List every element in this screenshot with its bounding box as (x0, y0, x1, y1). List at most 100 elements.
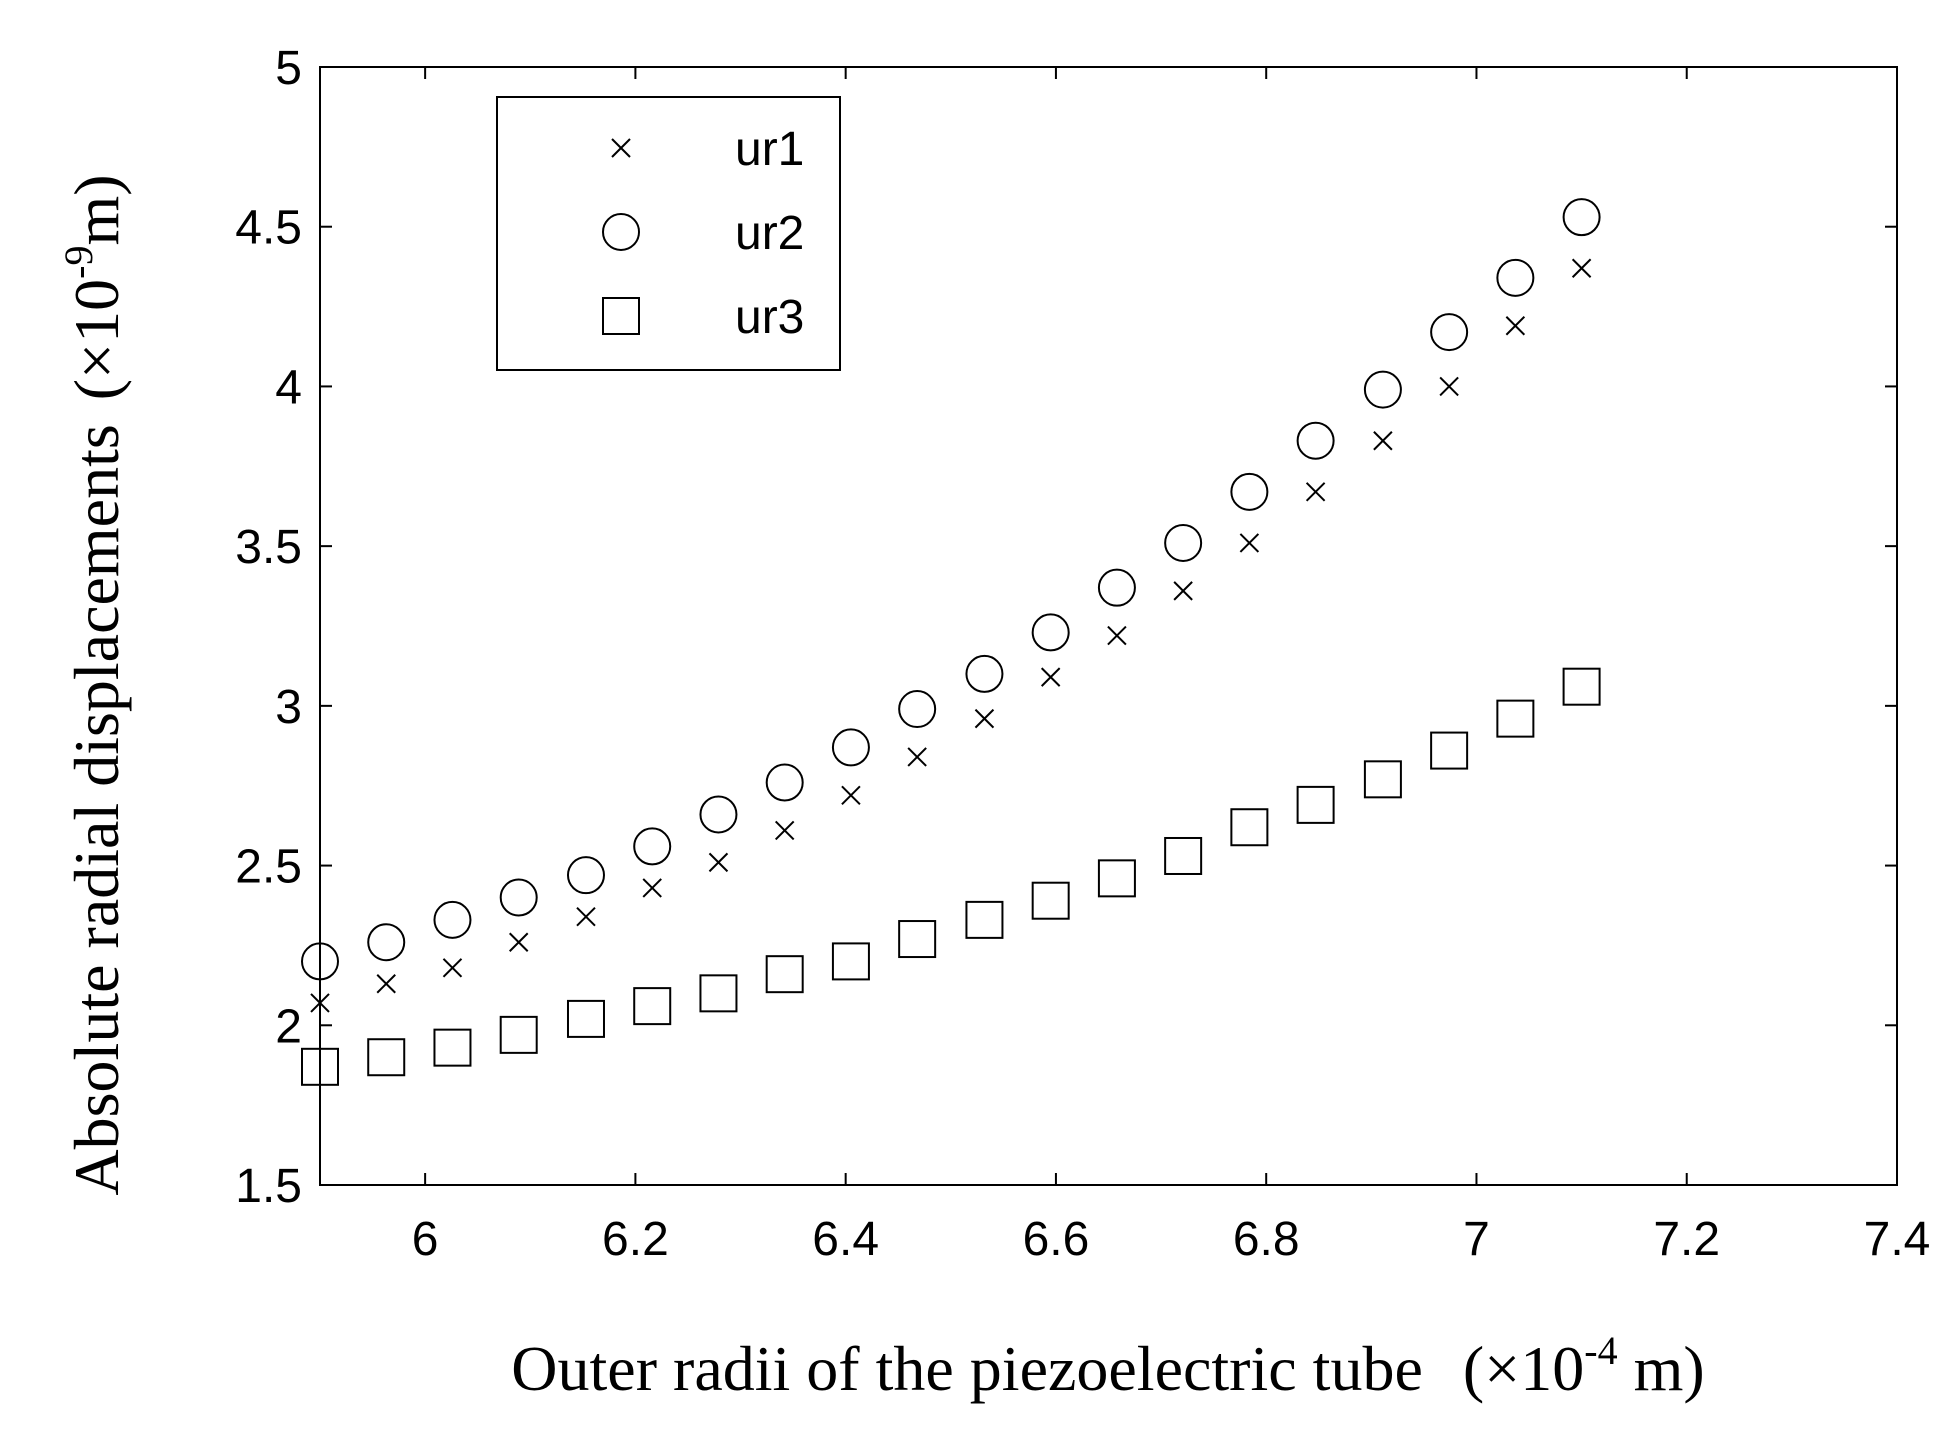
legend-marker-ur3 (602, 297, 640, 335)
data-point-ur2 (831, 728, 870, 767)
x-tick-label: 6.8 (1233, 1213, 1300, 1266)
data-point-ur2 (1164, 523, 1203, 562)
data-point-ur2 (1031, 613, 1070, 652)
x-axis-unit-open: (×10 (1463, 1333, 1584, 1404)
series-ur1 (310, 258, 1592, 1013)
data-point-ur2 (965, 654, 1004, 693)
data-point-ur1 (508, 932, 529, 952)
legend-label-ur2: ur2 (735, 207, 804, 260)
data-point-ur1 (841, 785, 861, 806)
y-axis-unit-exponent: -9 (56, 246, 101, 279)
data-point-ur3 (1496, 699, 1535, 738)
data-point-ur1 (1040, 667, 1061, 687)
legend-marker-ur2 (602, 213, 640, 251)
data-point-ur2 (633, 827, 672, 866)
data-point-ur3 (499, 1015, 538, 1054)
y-tick-label: 3 (275, 681, 302, 734)
y-tick-label: 2.5 (235, 841, 302, 894)
data-point-ur1 (774, 820, 795, 841)
legend-box (496, 96, 841, 371)
axis-ticks (320, 66, 1898, 1186)
x-tick-label: 6.4 (812, 1213, 879, 1266)
data-point-ur3 (1164, 836, 1203, 875)
data-point-ur1 (376, 974, 396, 994)
x-tick-label: 6 (412, 1213, 439, 1266)
y-axis-unit-close: m) (61, 174, 132, 245)
data-point-ur3 (965, 900, 1004, 939)
x-tick-label: 7 (1463, 1213, 1490, 1266)
x-axis-unit-close: m) (1618, 1333, 1705, 1404)
data-point-ur1 (442, 958, 463, 978)
plot-area-frame (319, 66, 1898, 1186)
x-axis-title: Outer radii of the piezoelectric tube (×1… (511, 1328, 1704, 1404)
data-point-ur2 (566, 856, 605, 895)
data-point-ur3 (566, 999, 605, 1038)
data-point-ur2 (1097, 568, 1136, 607)
data-point-ur2 (433, 900, 472, 939)
data-point-ur2 (1296, 421, 1335, 460)
data-point-ur2 (367, 923, 406, 962)
data-point-ur2 (1562, 198, 1601, 237)
data-point-ur2 (1230, 472, 1269, 511)
series-ur3 (301, 667, 1601, 1086)
x-tick-label: 7.2 (1653, 1213, 1720, 1266)
data-point-ur2 (1363, 370, 1402, 409)
data-point-ur2 (1496, 258, 1535, 297)
data-point-ur2 (699, 795, 738, 834)
legend-label-ur1: ur1 (735, 123, 804, 176)
data-point-ur1 (1439, 376, 1459, 397)
data-point-ur3 (433, 1028, 472, 1067)
x-axis-unit-exponent: -4 (1584, 1328, 1617, 1373)
series-ur2 (301, 198, 1601, 981)
data-point-ur3 (633, 987, 672, 1026)
data-point-ur3 (1031, 881, 1070, 920)
y-tick-label: 1.5 (235, 1160, 302, 1213)
y-tick-label: 4 (275, 361, 302, 414)
data-point-ur2 (499, 878, 538, 917)
data-point-ur1 (642, 878, 662, 898)
legend-markers (602, 138, 640, 335)
data-point-ur1 (907, 747, 927, 767)
data-point-ur1 (1571, 258, 1592, 278)
data-point-ur2 (1430, 313, 1469, 352)
data-point-ur3 (699, 974, 738, 1013)
data-point-ur1 (1505, 316, 1526, 336)
data-point-ur1 (310, 993, 330, 1013)
data-point-ur2 (765, 763, 804, 802)
y-axis-title: Absolute radial displacements (×10-9m) (56, 174, 132, 1195)
data-point-ur3 (1296, 785, 1335, 824)
data-point-ur1 (1173, 581, 1193, 601)
data-point-ur3 (765, 955, 804, 994)
y-tick-label: 4.5 (235, 202, 302, 255)
data-point-ur2 (301, 942, 339, 981)
y-tick-label: 3.5 (235, 521, 302, 574)
x-tick-label: 6.6 (1023, 1213, 1090, 1266)
data-marks (301, 198, 1601, 1086)
data-point-ur3 (367, 1038, 406, 1077)
data-point-ur3 (1363, 760, 1402, 799)
x-axis-title-text: Outer radii of the piezoelectric tube (511, 1333, 1423, 1404)
legend-label-ur3: ur3 (735, 291, 804, 344)
data-point-ur2 (898, 690, 937, 729)
data-point-ur1 (1107, 625, 1127, 646)
y-tick-label: 2 (275, 1000, 302, 1053)
data-point-ur3 (1562, 667, 1601, 706)
x-tick-label: 6.2 (602, 1213, 669, 1266)
legend-marker-ur1 (611, 138, 631, 158)
data-point-ur1 (1373, 431, 1393, 451)
x-tick-label: 7.4 (1864, 1213, 1931, 1266)
axis-tick-labels: 6 6.2 6.4 6.6 6.8 7 7.2 7.4 1.5 2 2.5 3 3.5 4 4.5 5 (235, 42, 1930, 1266)
data-point-ur3 (1230, 808, 1269, 847)
data-point-ur3 (898, 920, 937, 959)
data-point-ur1 (576, 906, 596, 927)
data-point-ur3 (831, 942, 870, 981)
data-point-ur1 (708, 852, 729, 873)
data-point-ur1 (1239, 533, 1260, 553)
data-point-ur3 (1430, 731, 1469, 770)
legend: ur1 ur2 ur3 (496, 96, 841, 371)
data-point-ur3 (1097, 859, 1136, 898)
y-axis-title-text: Absolute radial displacements (61, 424, 132, 1195)
y-axis-unit-open: (×10 (61, 279, 132, 400)
